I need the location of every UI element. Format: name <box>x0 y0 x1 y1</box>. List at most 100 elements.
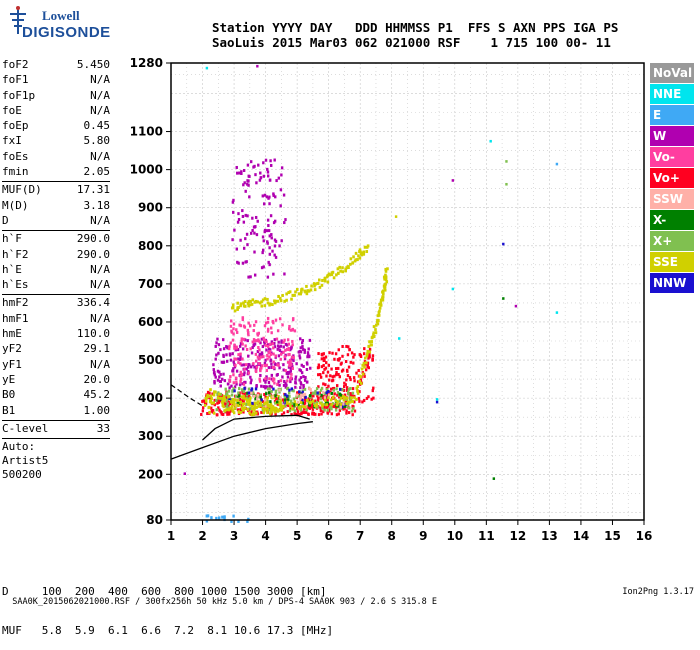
echo-point <box>314 404 318 408</box>
echo-point <box>345 344 348 348</box>
echo-point <box>379 298 383 302</box>
echo-point <box>398 337 401 340</box>
echo-point <box>307 289 311 293</box>
echo-point <box>246 391 249 395</box>
echo-point <box>263 297 267 301</box>
echo-point <box>323 358 326 362</box>
echo-point <box>300 287 304 291</box>
echo-point <box>227 347 231 351</box>
echo-point <box>235 369 239 373</box>
echo-point <box>244 237 247 241</box>
echo-point <box>268 202 271 206</box>
echo-point <box>258 348 261 352</box>
echo-point <box>215 341 218 345</box>
electron-density-profile <box>170 421 313 460</box>
echo-point <box>311 392 315 396</box>
echo-point <box>325 361 328 365</box>
echo-point <box>325 403 328 407</box>
echo-point <box>309 288 313 292</box>
echo-point <box>248 411 251 415</box>
echo-point <box>352 376 356 380</box>
echo-point <box>322 363 325 367</box>
echo-point <box>282 368 285 372</box>
echo-point <box>232 403 236 407</box>
echo-point <box>266 401 269 405</box>
echo-point <box>255 385 258 389</box>
echo-point <box>371 357 374 361</box>
echo-point <box>252 394 256 398</box>
echo-point <box>283 221 286 225</box>
echo-point <box>274 195 277 199</box>
echo-point <box>346 353 350 357</box>
echo-point <box>303 407 306 411</box>
echo-point <box>278 403 282 407</box>
echo-point <box>202 399 206 403</box>
param-key: hmF2 <box>2 296 29 310</box>
echo-point <box>353 400 356 404</box>
echo-point <box>253 339 257 343</box>
echo-point <box>268 252 272 256</box>
echo-point <box>386 267 389 271</box>
echo-point <box>241 261 245 265</box>
echo-point <box>237 261 240 265</box>
echo-point <box>382 275 386 279</box>
echo-point <box>268 408 271 412</box>
echo-point <box>262 340 266 344</box>
echo-point <box>240 363 243 367</box>
echo-point <box>345 404 349 408</box>
echo-point <box>330 273 334 277</box>
echo-point <box>263 338 266 342</box>
echo-point <box>342 388 346 392</box>
echo-point <box>268 406 272 410</box>
echo-point <box>355 386 359 390</box>
echo-point <box>267 381 271 385</box>
echo-point <box>263 304 267 308</box>
echo-point <box>319 406 322 410</box>
echo-point <box>274 255 278 259</box>
echo-point <box>338 408 342 412</box>
autoscaled-trace <box>202 414 310 441</box>
echo-point <box>341 266 344 270</box>
echo-point <box>298 394 301 398</box>
echo-point <box>272 193 275 197</box>
echo-point <box>246 328 250 332</box>
echo-point <box>253 231 256 235</box>
echo-point <box>347 365 351 369</box>
parameter-panel: foF2 5.450 foF1 N/A foF1p N/A foE N/A foEp 0.45 fx… <box>2 58 110 482</box>
echo-point <box>336 384 339 388</box>
echo-point <box>251 391 255 395</box>
echo-point <box>278 390 281 394</box>
echo-point <box>326 388 329 392</box>
echo-point <box>219 384 222 388</box>
echo-point <box>282 340 285 344</box>
echo-point <box>294 381 297 385</box>
echo-point <box>226 412 229 416</box>
echo-point <box>284 368 287 372</box>
echo-point <box>238 344 242 348</box>
echo-point <box>274 362 277 366</box>
echo-point <box>261 406 265 410</box>
echo-point <box>236 260 239 264</box>
echo-point <box>299 346 302 350</box>
echo-point <box>239 304 242 308</box>
echo-point <box>222 360 225 364</box>
echo-point <box>240 337 244 341</box>
echo-point <box>290 387 294 391</box>
echo-point <box>241 214 245 218</box>
echo-point <box>299 337 302 341</box>
param-value: N/A <box>90 73 110 87</box>
echo-point <box>248 324 252 328</box>
echo-point <box>218 516 221 520</box>
param-value: 5.450 <box>76 58 110 71</box>
echo-point <box>304 398 308 402</box>
echo-point <box>259 341 262 345</box>
param-row-mufd: MUF(D) 17.31 <box>2 183 110 198</box>
echo-point <box>332 388 336 392</box>
y-tick-label: 80 <box>146 513 163 527</box>
echo-point <box>266 327 270 331</box>
echo-point <box>270 236 273 240</box>
echo-point <box>347 411 351 415</box>
echo-point <box>270 395 273 399</box>
echo-point <box>226 346 229 350</box>
echo-point <box>335 373 338 377</box>
